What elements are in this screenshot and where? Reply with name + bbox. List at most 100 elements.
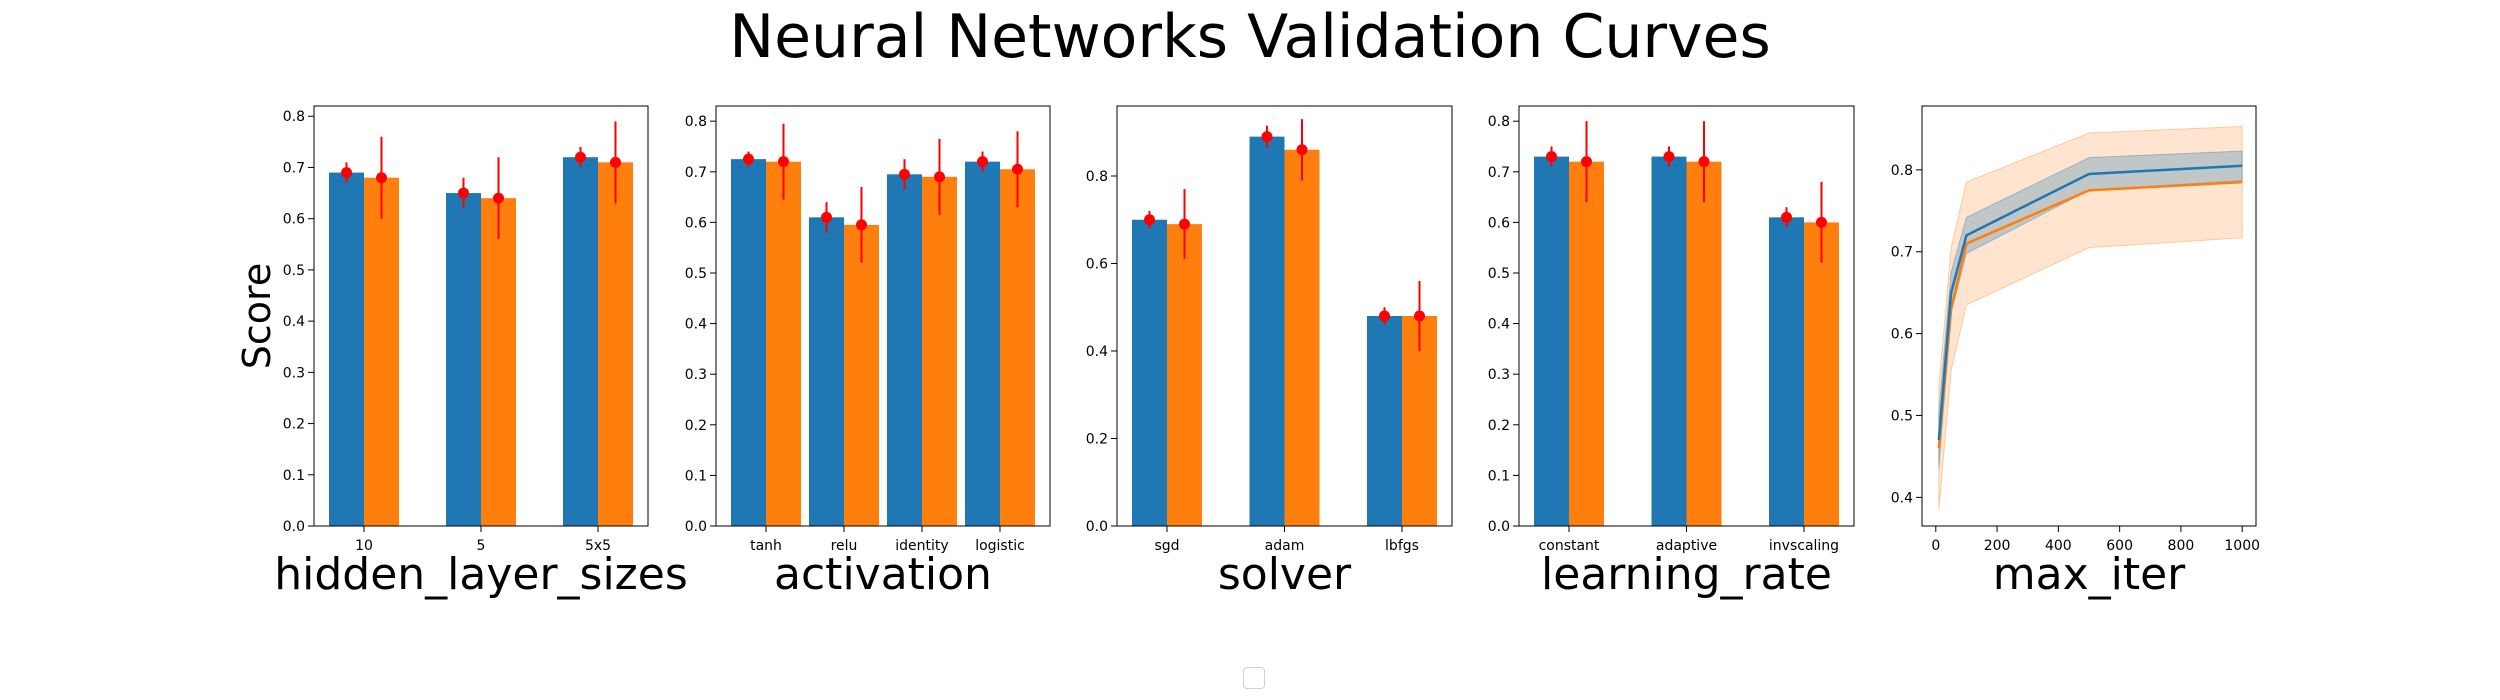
train-bar	[563, 157, 598, 526]
mean-marker	[1012, 163, 1023, 175]
train-bar	[446, 193, 481, 526]
test-bar	[598, 162, 633, 526]
subplot-1: 0.0 0.1 0.2 0.3 0.4 0.5 0.6 0.7 0.8 10 5 5x5hidden_…	[235, 105, 688, 600]
y-tick-label: 0.0	[685, 519, 707, 535]
train-bar	[1769, 217, 1804, 526]
y-tick-label: 0.4	[1891, 490, 1913, 506]
y-axis-label: Score	[235, 263, 279, 369]
train-bar	[1651, 156, 1687, 526]
y-tick-label: 0.6	[1488, 215, 1510, 231]
test-bar	[1686, 161, 1722, 526]
mean-marker	[1663, 151, 1675, 163]
x-tick-label: relu	[831, 538, 858, 554]
mean-marker	[1581, 156, 1592, 168]
mean-marker	[341, 167, 352, 179]
y-tick-label: 0.1	[283, 468, 305, 484]
test-bar	[1284, 149, 1320, 526]
y-tick-label: 0.7	[685, 165, 707, 181]
y-tick-label: 0.3	[1488, 367, 1510, 383]
test-bar	[1000, 169, 1035, 527]
train-bar	[1132, 219, 1167, 526]
y-tick-label: 0.5	[685, 266, 707, 282]
y-tick-label: 0.0	[1086, 519, 1108, 535]
y-tick-label: 0.5	[283, 263, 305, 279]
x-tick-label: lbfgs	[1385, 538, 1419, 554]
x-tick-label: 10	[355, 538, 373, 554]
train-bar	[731, 159, 766, 527]
x-tick-label: sgd	[1154, 538, 1179, 554]
y-tick-label: 0.8	[1891, 163, 1913, 179]
x-axis-label: max_iter	[1993, 549, 2186, 600]
mean-marker	[1414, 310, 1425, 322]
x-tick-label: 600	[2106, 538, 2133, 554]
mean-marker	[1546, 151, 1557, 163]
y-tick-label: 0.8	[1086, 169, 1108, 185]
mean-marker	[610, 156, 621, 168]
x-tick-label: 0	[1931, 538, 1940, 554]
y-tick-label: 0.2	[1086, 432, 1108, 448]
train-bar	[887, 174, 922, 527]
mean-marker	[743, 153, 754, 165]
y-tick-label: 0.3	[283, 365, 305, 381]
y-tick-label: 0.2	[283, 417, 305, 433]
x-tick-label: 400	[2045, 538, 2072, 554]
x-tick-label: logistic	[975, 538, 1025, 554]
x-tick-label: identity	[895, 538, 948, 554]
x-tick-label: tanh	[750, 538, 782, 554]
y-tick-label: 0.5	[1891, 408, 1913, 424]
train-bar	[809, 217, 844, 526]
y-tick-label: 0.7	[1891, 245, 1913, 261]
y-tick-label: 0.4	[685, 317, 707, 333]
x-tick-label: 5x5	[585, 538, 611, 554]
mean-marker	[1816, 216, 1827, 228]
y-tick-label: 0.1	[1488, 468, 1510, 484]
subplot-5: 0.4 0.5 0.6 0.7 0.8 0 200 400 600 800 1000 max_iter	[1891, 105, 2260, 600]
empty-legend	[1243, 667, 1265, 689]
subplot-4: 0.0 0.1 0.2 0.3 0.4 0.5 0.6 0.7 0.8 constant adapt…	[1488, 105, 1855, 600]
mean-marker	[458, 187, 469, 199]
y-tick-label: 0.7	[1488, 165, 1510, 181]
axes-frame	[1116, 105, 1453, 527]
x-tick-label: 200	[1984, 538, 2011, 554]
mean-marker	[1379, 310, 1390, 322]
y-tick-label: 0.6	[1891, 327, 1913, 343]
y-tick-label: 0.8	[283, 109, 305, 125]
mean-marker	[899, 168, 910, 180]
x-axis-label: solver	[1218, 549, 1352, 600]
y-tick-label: 0.2	[685, 418, 707, 434]
y-tick-label: 0.7	[283, 160, 305, 176]
y-tick-label: 0.5	[1488, 266, 1510, 282]
axes-frame	[1518, 105, 1855, 527]
mean-marker	[778, 156, 789, 168]
y-tick-label: 0.1	[685, 468, 707, 484]
x-tick-label: constant	[1539, 538, 1600, 554]
y-tick-label: 0.6	[685, 215, 707, 231]
subplot-3: 0.0 0.2 0.4 0.6 0.8 sgd adam lbfgs solver	[1086, 105, 1453, 600]
axes-frame	[1921, 105, 2257, 527]
x-tick-label: 5	[477, 538, 486, 554]
chart-title: Neural Networks Validation Curves	[729, 2, 1771, 72]
mean-marker	[493, 192, 504, 204]
mean-marker	[575, 151, 586, 163]
mean-marker	[1179, 218, 1190, 230]
mean-marker	[856, 219, 867, 231]
x-tick-label: adaptive	[1656, 538, 1717, 554]
y-tick-label: 0.6	[1086, 257, 1108, 273]
x-tick-label: 1000	[2224, 538, 2260, 554]
y-tick-label: 0.2	[1488, 418, 1510, 434]
train-bar	[1249, 136, 1285, 526]
train-bar	[329, 172, 364, 526]
test-bar	[1569, 161, 1604, 526]
train-bar	[1534, 156, 1569, 526]
train-bar	[1367, 316, 1402, 526]
mean-marker	[1698, 156, 1710, 168]
test-bar	[364, 177, 399, 526]
test-bar	[922, 176, 957, 526]
x-axis-label: learning_rate	[1541, 549, 1832, 600]
train-bar	[965, 161, 1000, 526]
test-bar	[844, 224, 879, 527]
mean-marker	[376, 172, 387, 184]
x-tick-label: invscaling	[1769, 538, 1839, 554]
mean-marker	[977, 156, 988, 168]
